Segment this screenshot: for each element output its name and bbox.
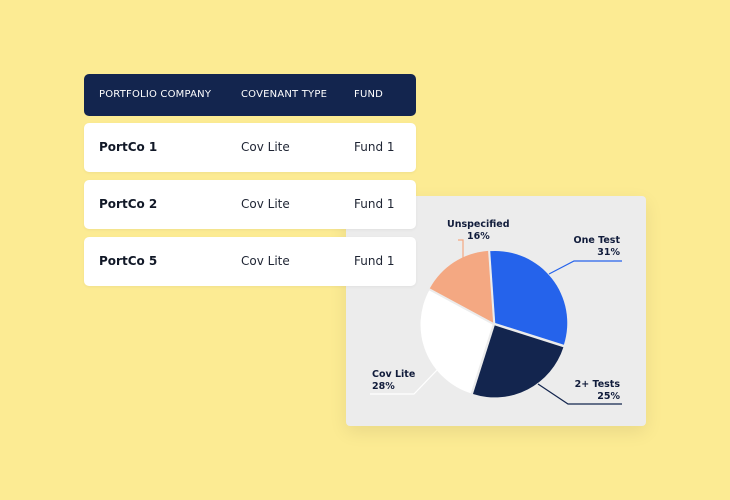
leader-line-two-plus-tests [537,383,622,405]
label-one-test: One Test [574,235,621,246]
header-portfolio-company: PORTFOLIO COMPANY [99,89,212,100]
header-covenant-type: COVENANT TYPE [241,89,328,100]
cell-company: PortCo 2 [99,197,158,211]
label-two-plus-tests: 2+ Tests [575,379,621,390]
table-row[interactable]: PortCo 5 Cov Lite Fund 1 [84,237,416,286]
pct-one-test: 31% [597,247,620,258]
pct-two-plus-tests: 25% [597,391,620,402]
cell-covenant: Cov Lite [241,140,290,154]
pie-chart-card: One Test 31% 2+ Tests 25% Cov Lite 28% U… [346,196,646,426]
pie-slice-one-test [490,251,568,345]
table-header: PORTFOLIO COMPANY COVENANT TYPE FUND [84,74,416,116]
label-cov-lite: Cov Lite [372,369,415,380]
pct-unspecified: 16% [467,231,490,242]
cell-company: PortCo 1 [99,140,158,154]
table-row[interactable]: PortCo 1 Cov Lite Fund 1 [84,123,416,172]
pie-slice-unspecified [429,250,494,323]
cell-fund: Fund 1 [354,254,395,268]
cell-covenant: Cov Lite [241,254,290,268]
leader-line-unspecified [458,239,464,268]
leader-line-cov-lite [370,368,439,395]
pie-slice-cov-lite [420,290,493,394]
cell-covenant: Cov Lite [241,197,290,211]
pct-cov-lite: 28% [372,381,395,392]
label-unspecified: Unspecified [447,219,510,230]
header-fund: FUND [354,89,384,100]
leader-line-one-test [548,260,622,275]
table-row[interactable]: PortCo 2 Cov Lite Fund 1 [84,180,416,229]
pie-chart: One Test 31% 2+ Tests 25% Cov Lite 28% U… [370,219,622,405]
cell-fund: Fund 1 [354,197,395,211]
cell-company: PortCo 5 [99,254,158,268]
pie-slice-two-plus-tests [472,325,564,398]
cell-fund: Fund 1 [354,140,395,154]
